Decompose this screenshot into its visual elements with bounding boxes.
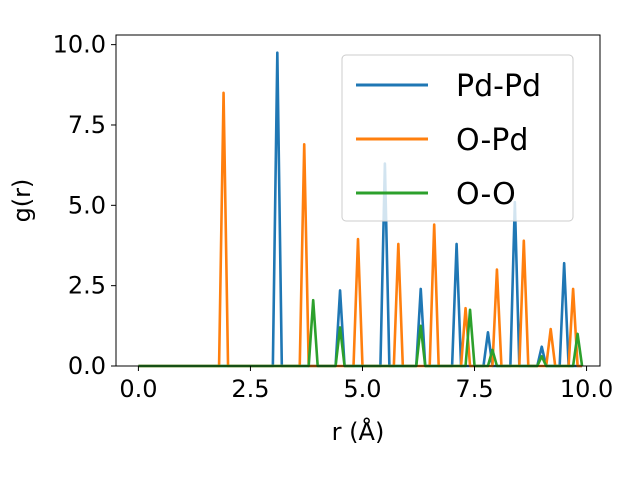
- x-tick-label: 0.0: [119, 375, 157, 403]
- x-tick-label: 10.0: [560, 375, 613, 403]
- x-axis-label: r (Å): [332, 417, 385, 446]
- x-tick-label: 7.5: [455, 375, 493, 403]
- legend-box: [341, 54, 574, 222]
- y-tick-label: 0.0: [68, 352, 106, 380]
- plot-frame: [115, 34, 601, 367]
- y-tick-label: 2.5: [68, 272, 106, 300]
- legend-label-o-o: O-O: [456, 177, 516, 212]
- series-line-pd-pd: [138, 51, 583, 368]
- y-axis-label: g(r): [8, 179, 36, 223]
- y-axis-ticks: 0.0 2.5 5.0 7.5 10.0: [53, 31, 116, 380]
- legend: Pd-Pd O-Pd O-O: [341, 54, 574, 222]
- legend-label-o-pd: O-Pd: [456, 123, 528, 158]
- y-tick-label: 10.0: [53, 31, 106, 59]
- y-tick-label: 7.5: [68, 111, 106, 139]
- legend-label-pd-pd: Pd-Pd: [456, 69, 541, 104]
- x-tick-label: 5.0: [343, 375, 381, 403]
- x-tick-label: 2.5: [231, 375, 269, 403]
- y-tick-label: 5.0: [68, 191, 106, 219]
- x-axis-ticks: 0.0 2.5 5.0 7.5 10.0: [119, 366, 613, 403]
